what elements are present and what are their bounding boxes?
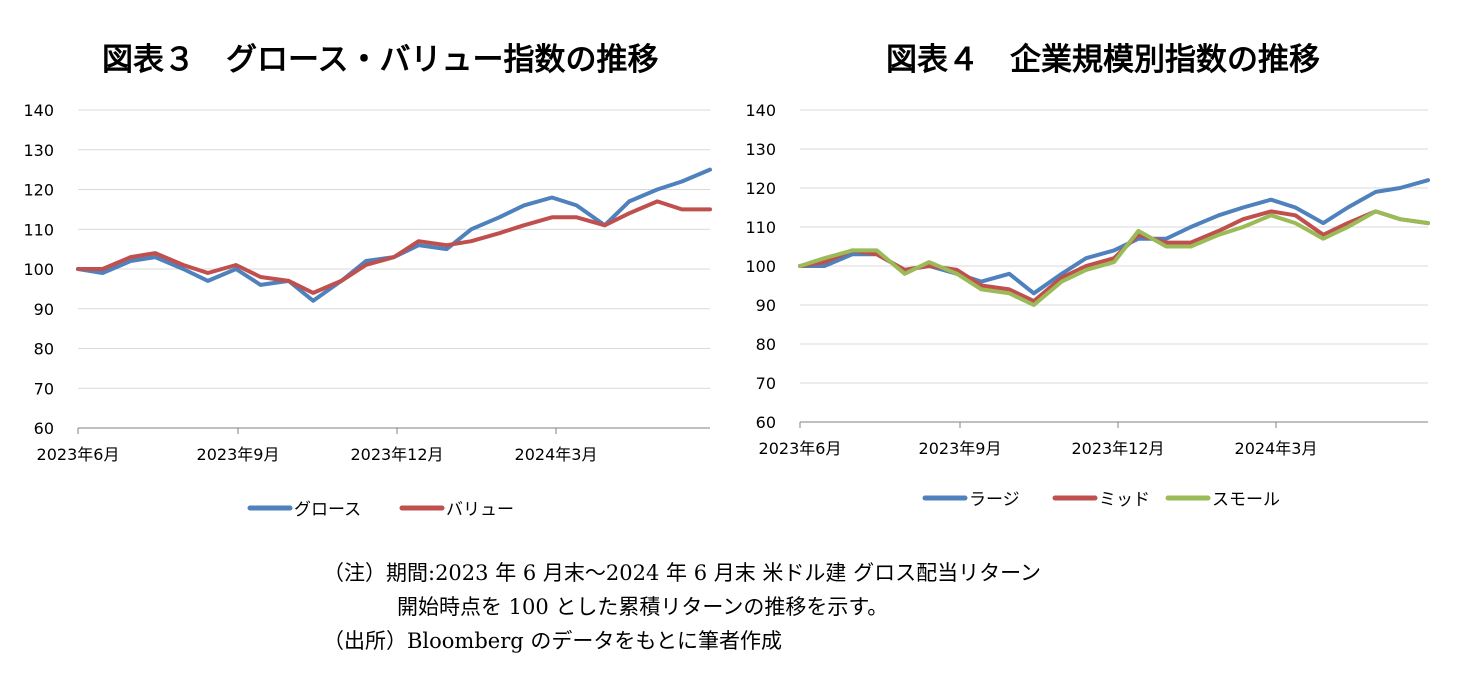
y-tick-label: 80 <box>34 340 54 359</box>
series-line-2 <box>76 199 712 295</box>
y-tick-label: 60 <box>756 413 776 432</box>
y-tick-label: 90 <box>756 296 776 315</box>
y-tick-label: 100 <box>23 260 54 279</box>
y-tick-label: 140 <box>745 101 776 120</box>
y-tick-label: 100 <box>745 257 776 276</box>
x-tick-label: 2023年12月 <box>350 445 443 464</box>
notes: （注）期間:2023 年 6 月末～2024 年 6 月末 米ドル建 グロス配当… <box>323 556 1041 658</box>
legend-label: ミッド <box>1099 490 1150 510</box>
chart-1-title: 図表３ グロース・バリュー指数の推移 <box>102 42 659 78</box>
chart-2-title: 図表４ 企業規模別指数の推移 <box>886 42 1320 78</box>
x-tick-label: 2023年9月 <box>919 439 1002 458</box>
legend-label: ラージ <box>969 490 1020 510</box>
x-tick-label: 2023年12月 <box>1071 439 1164 458</box>
series-line-1 <box>798 178 1430 296</box>
y-tick-label: 90 <box>34 300 54 319</box>
y-tick-label: 140 <box>23 101 54 120</box>
y-tick-label: 110 <box>23 220 54 239</box>
y-tick-label: 70 <box>34 379 54 398</box>
note-line-2: 開始時点を 100 とした累積リターンの推移を示す。 <box>397 595 889 619</box>
x-tick-label: 2024年3月 <box>1235 439 1318 458</box>
y-tick-label: 130 <box>23 141 54 160</box>
legend-label: スモール <box>1212 490 1280 510</box>
x-tick-label: 2024年3月 <box>515 445 598 464</box>
y-tick-label: 120 <box>745 179 776 198</box>
note-line-3: （出所）Bloomberg のデータをもとに筆者作成 <box>323 629 782 653</box>
series-line-3 <box>798 209 1430 307</box>
y-tick-label: 60 <box>34 419 54 438</box>
x-tick-label: 2023年6月 <box>37 445 120 464</box>
x-tick-label: 2023年9月 <box>197 445 280 464</box>
y-tick-label: 80 <box>756 335 776 354</box>
y-tick-label: 130 <box>745 140 776 159</box>
y-tick-label: 110 <box>745 218 776 237</box>
y-tick-label: 120 <box>23 181 54 200</box>
series-line-2 <box>798 209 1430 304</box>
legend-label: グロース <box>294 500 361 520</box>
x-tick-label: 2023年6月 <box>759 439 842 458</box>
legend-label: バリュー <box>446 500 514 520</box>
note-line-1: （注）期間:2023 年 6 月末～2024 年 6 月末 米ドル建 グロス配当… <box>323 561 1042 585</box>
y-tick-label: 70 <box>756 374 776 393</box>
